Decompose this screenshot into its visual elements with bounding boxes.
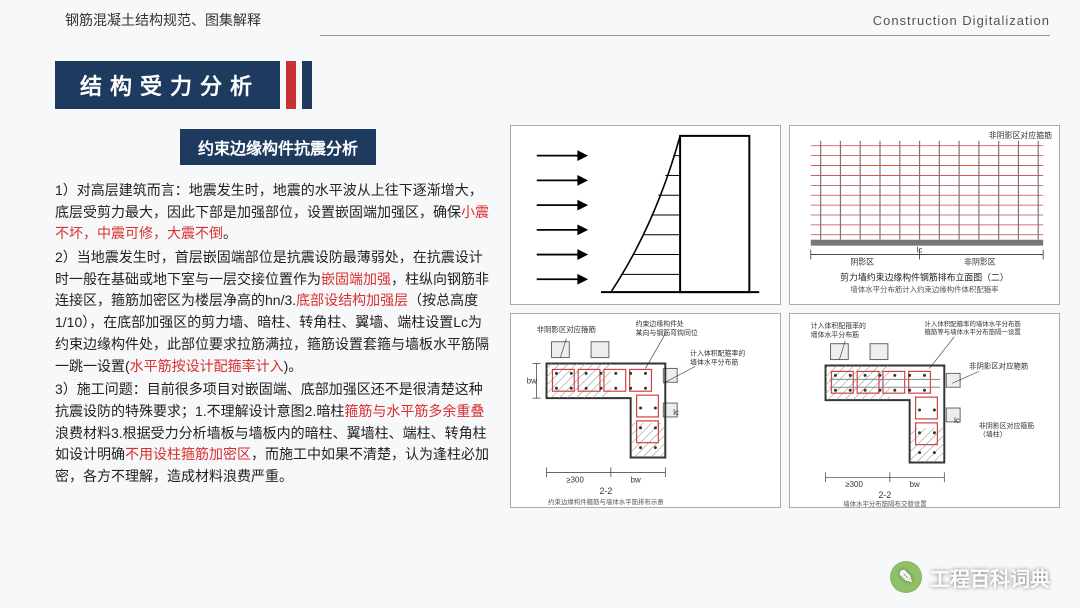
diagram-seismic-wave — [510, 125, 781, 305]
title-accent-navy — [302, 61, 312, 109]
para-1: 1）对高层建筑而言：地震发生时，地震的水平波从上往下逐渐增大，底层受剪力最大，因… — [55, 180, 495, 245]
header-left: 钢筋混凝土结构规范、图集解释 — [65, 10, 261, 30]
svg-text:2-2: 2-2 — [599, 486, 612, 496]
svg-text:bw: bw — [527, 376, 537, 385]
svg-text:某向与钢筋弯钩同位: 某向与钢筋弯钩同位 — [636, 328, 698, 337]
svg-text:≥300: ≥300 — [845, 480, 863, 489]
svg-text:2-2: 2-2 — [878, 490, 891, 500]
svg-text:墙体水平分布筋隔布交替设置: 墙体水平分布筋隔布交替设置 — [843, 499, 927, 507]
svg-text:非阴影区对应箍筋: 非阴影区对应箍筋 — [537, 324, 596, 334]
d2-title: 非阴影区对应箍筋 — [989, 130, 1052, 140]
svg-text:墙体水平分布筋计入约束边缘构件体积配箍率: 墙体水平分布筋计入约束边缘构件体积配箍率 — [850, 284, 999, 294]
header-divider — [320, 35, 1050, 36]
svg-text:lc: lc — [954, 416, 960, 425]
svg-text:约束边缘构件箍筋与墙体水平筋排布示意: 约束边缘构件箍筋与墙体水平筋排布示意 — [548, 497, 664, 506]
svg-text:计入体积配箍率的墙体水平分布筋: 计入体积配箍率的墙体水平分布筋 — [925, 319, 1022, 328]
diagram-section-l: 非阴影区对应箍筋 约束边缘构件处 某向与钢筋弯钩同位 计入体积配箍率的 墙体水平… — [510, 313, 781, 508]
svg-text:墙体水平分布筋: 墙体水平分布筋 — [690, 357, 738, 366]
svg-text:计入体积配箍率的: 计入体积配箍率的 — [811, 321, 866, 330]
svg-text:bw: bw — [910, 480, 920, 489]
svg-text:lc: lc — [917, 246, 923, 255]
title-block: 结构受力分析 — [55, 61, 1080, 109]
svg-text:（墙柱）: （墙柱） — [979, 430, 1007, 439]
svg-text:非阴影区: 非阴影区 — [964, 256, 996, 266]
para-3: 3）施工问题：目前很多项目对嵌固端、底部加强区还不是很清楚这种抗震设防的特殊要求… — [55, 379, 495, 487]
svg-text:计入体积配箍率的: 计入体积配箍率的 — [690, 349, 745, 358]
svg-text:墙体水平分布筋: 墙体水平分布筋 — [811, 330, 859, 339]
main-title: 结构受力分析 — [55, 61, 280, 109]
svg-text:约束边缘构件处: 约束边缘构件处 — [636, 319, 684, 328]
watermark-text: 工程百科词典 — [930, 563, 1050, 592]
watermark-icon: ✎ — [890, 561, 922, 593]
svg-text:箍筋等与墙体水平分布筋隔一设置: 箍筋等与墙体水平分布筋隔一设置 — [925, 327, 1022, 336]
svg-text:lc: lc — [673, 408, 679, 417]
diagram-column: 非阴影区对应箍筋 — [510, 125, 1060, 508]
svg-text:bw: bw — [631, 475, 641, 484]
para-2: 2）当地震发生时，首层嵌固端部位是抗震设防最薄弱处，在抗震设计时一般在基础或地下… — [55, 247, 495, 377]
svg-text:剪力墙约束边缘构件钢筋排布立面图（二）: 剪力墙约束边缘构件钢筋排布立面图（二） — [840, 271, 1009, 282]
watermark: ✎ 工程百科词典 — [890, 561, 1050, 593]
text-column: 1）对高层建筑而言：地震发生时，地震的水平波从上往下逐渐增大，底层受剪力最大，因… — [55, 180, 495, 508]
diagram-section-l2: 计入体积配箍率的 墙体水平分布筋 计入体积配箍率的墙体水平分布筋 箍筋等与墙体水… — [789, 313, 1060, 508]
svg-text:≥300: ≥300 — [566, 475, 584, 484]
subtitle: 约束边缘构件抗震分析 — [180, 129, 376, 165]
title-accent-red — [286, 61, 296, 109]
header-right: Construction Digitalization — [873, 13, 1050, 28]
svg-text:非阴影区对应箍筋: 非阴影区对应箍筋 — [979, 421, 1034, 430]
svg-text:非阴影区对应箍筋: 非阴影区对应箍筋 — [969, 360, 1028, 370]
diagram-elevation: 非阴影区对应箍筋 — [789, 125, 1060, 305]
svg-text:阴影区: 阴影区 — [850, 256, 874, 266]
